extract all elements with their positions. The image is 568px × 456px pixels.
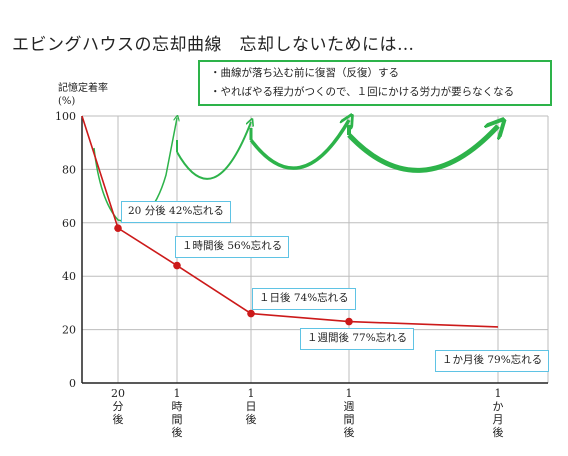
callout-20min: 20 分後 42%忘れる xyxy=(121,201,231,223)
x-label-1day-char-1: 日 xyxy=(246,400,257,413)
x-label-1week-char-2: 間 xyxy=(344,413,355,426)
tip-line-2: ・やればやる程力がつくので、１回にかける労力が要らなくなる xyxy=(210,86,515,98)
tip-line-1: ・曲線が落ち込む前に復習（反復）する xyxy=(210,67,399,79)
y-tick-labels: 0 20 40 60 80 100 xyxy=(55,110,76,390)
x-label-1hour-char-3: 後 xyxy=(172,425,183,439)
y-tick-20: 20 xyxy=(62,324,76,337)
y-tick-60: 60 xyxy=(62,217,76,230)
x-label-1day-char-0: 1 xyxy=(248,387,255,400)
forgetting-curve xyxy=(81,115,499,328)
review-arrow-1hour xyxy=(176,122,251,180)
curve-point-1week xyxy=(345,317,353,326)
tips-box: ・曲線が落ち込む前に復習（反復）する ・やればやる程力がつくので、１回にかける労… xyxy=(198,60,552,106)
y-tick-100: 100 xyxy=(55,110,76,123)
x-label-1hour: 1時間後 xyxy=(172,387,183,439)
x-label-1hour-char-1: 時 xyxy=(172,400,183,413)
x-label-1month: 1か月後 xyxy=(493,387,504,439)
callout-1hour: １時間後 56%忘れる xyxy=(175,236,290,258)
x-label-1day: 1日後 xyxy=(246,387,257,426)
x-label-1month-char-1: か xyxy=(493,400,504,413)
review-arrow-1day xyxy=(249,120,349,170)
y-tick-80: 80 xyxy=(62,163,76,176)
x-label-20min-char-2: 後 xyxy=(113,412,124,426)
chart-axes xyxy=(81,116,548,384)
x-label-20min-char-1: 分 xyxy=(113,400,124,413)
callout-1month: １か月後 79%忘れる xyxy=(435,350,550,372)
x-label-1hour-char-0: 1 xyxy=(174,387,181,400)
review-arrow-1week xyxy=(347,126,498,173)
x-label-1month-char-0: 1 xyxy=(495,387,502,400)
x-label-1month-char-2: 月 xyxy=(493,413,504,426)
y-axis-label: 記憶定着率 (%) xyxy=(58,82,108,108)
x-label-20min-char-0: 20 xyxy=(111,387,125,400)
x-label-1week-char-0: 1 xyxy=(346,387,353,400)
x-label-1week-char-3: 後 xyxy=(344,425,355,439)
x-label-1month-char-3: 後 xyxy=(493,425,504,439)
callout-1week: １週間後 77%忘れる xyxy=(300,328,415,350)
x-label-1hour-char-2: 間 xyxy=(172,413,183,426)
x-label-1day-char-2: 後 xyxy=(246,412,257,426)
x-label-1week-char-1: 週 xyxy=(344,400,355,413)
review-arrow-20min xyxy=(93,118,177,223)
curve-point-20min xyxy=(114,224,122,232)
curve-point-1day xyxy=(247,309,255,318)
callout-1day: １日後 74%忘れる xyxy=(252,288,356,310)
y-axis-label-line-2: (%) xyxy=(58,96,76,107)
y-axis-label-line-1: 記憶定着率 xyxy=(58,83,108,94)
curve-point-1hour xyxy=(173,261,181,270)
x-label-1week: 1週間後 xyxy=(344,387,355,439)
y-tick-0: 0 xyxy=(69,377,76,390)
y-tick-40: 40 xyxy=(62,270,76,283)
review-arrows xyxy=(93,118,498,223)
page-title: エビングハウスの忘却曲線 忘却しないためには… xyxy=(12,35,415,55)
forgetting-curve-line xyxy=(81,115,499,328)
